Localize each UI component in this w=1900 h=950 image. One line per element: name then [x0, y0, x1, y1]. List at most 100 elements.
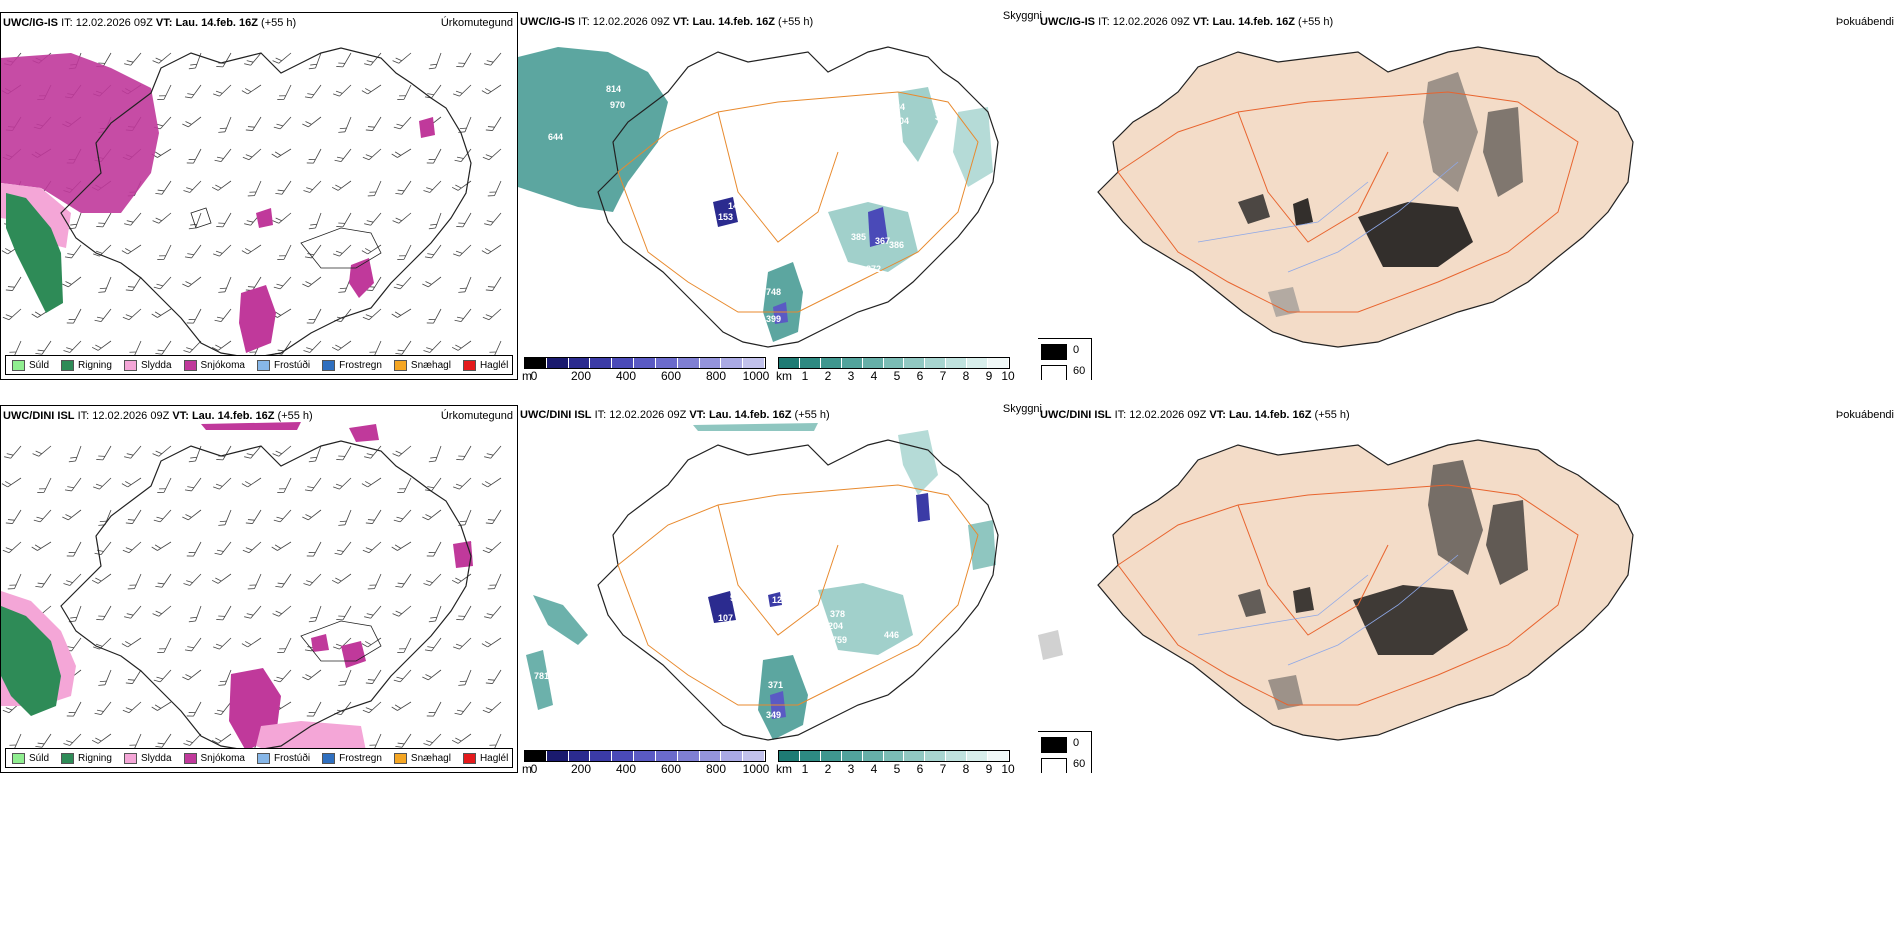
legend-swatch: [61, 359, 75, 371]
fog-map: [1097, 46, 1634, 348]
road-network: [617, 91, 979, 313]
height-label: 324: [890, 102, 905, 112]
cloud-base-colorbar: m 0 200 400 600 800 1000: [522, 357, 769, 383]
wind-barb: [335, 49, 352, 70]
wind-barb: [457, 274, 472, 296]
visibility-colorbar: km 1 2 3 4 5 6 7 8 9 10: [776, 357, 1015, 383]
visibility-colorbar: km 1 2 3 4 5 6 7 8 9 10: [776, 750, 1015, 776]
wind-barb: [424, 81, 442, 101]
wind-barb: [242, 537, 262, 556]
wind-barb: [428, 50, 442, 72]
field-name: Þokuábendi: [1835, 409, 1894, 421]
fog-index-panel-row1: UWC/IG-IS IT: 12.02.2026 09Z VT: Lau. 14…: [1038, 12, 1898, 380]
wind-barb: [481, 79, 502, 97]
wind-barb: [396, 474, 412, 496]
cb-box: [799, 751, 821, 761]
wind-barb: [127, 571, 142, 592]
legend-item: Slydda: [123, 752, 172, 764]
wind-barb: [214, 537, 232, 558]
wind-barb: [391, 303, 412, 320]
wind-barb: [211, 175, 232, 193]
legend-swatch: [12, 359, 25, 371]
wind-barb: [123, 208, 142, 228]
cb-box: [946, 751, 968, 761]
cb-box: [841, 751, 863, 761]
low-visibility-area: [898, 430, 938, 495]
height-label: 371: [768, 680, 783, 690]
fog-area: [1483, 107, 1523, 197]
height-label: 372: [866, 264, 881, 274]
wind-barb: [304, 81, 322, 101]
wind-barb: [421, 504, 442, 523]
wind-barb: [337, 507, 352, 529]
wind-barb: [332, 80, 352, 99]
precip-type-panel-row1: UWC/IG-IS IT: 12.02.2026 09Z VT: Lau. 14…: [0, 12, 518, 380]
legend-value: 0: [1073, 737, 1080, 749]
glacier-outline: [300, 620, 382, 662]
wind-barb: [121, 239, 142, 257]
wind-barb: [273, 665, 292, 685]
wind-barb: [1, 472, 22, 490]
panel-title: UWC/IG-IS IT: 12.02.2026 09Z VT: Lau. 14…: [3, 17, 297, 29]
wind-barb: [35, 730, 52, 751]
wind-barb: [306, 305, 322, 327]
wind-barb: [63, 569, 82, 589]
wind-barb: [241, 239, 262, 257]
wind-barb: [306, 698, 322, 720]
wind-barb: [303, 569, 322, 589]
sleet-area: [256, 721, 366, 756]
cb-box: [925, 751, 947, 761]
legend-swatch-light: [1041, 365, 1067, 380]
legend-item: Slydda: [123, 359, 172, 371]
low-visibility-area: [968, 520, 996, 570]
wind-barb: [217, 507, 232, 529]
wind-barb: [215, 209, 232, 230]
visibility-map: 99 107 121 378 204 759 446 781 371 349: [526, 423, 999, 741]
low-visibility-area: [526, 650, 553, 710]
field-name: Skyggni: [1002, 403, 1042, 415]
fog-area: [1268, 675, 1303, 710]
wind-barb: [33, 505, 52, 525]
wind-barb: [392, 208, 412, 226]
wind-barb: [457, 667, 472, 689]
wind-barb: [215, 49, 232, 70]
wind-barb: [487, 178, 502, 199]
legend-value: 60: [1073, 365, 1086, 377]
cb-tick: 1: [801, 369, 809, 383]
wind-barb: [94, 697, 112, 718]
wind-barb: [304, 474, 322, 494]
wind-barb: [428, 210, 442, 232]
low-visibility-area: [763, 262, 803, 342]
visibility-panel-row1: UWC/IG-IS IT: 12.02.2026 09Z VT: Lau. 14…: [518, 10, 1042, 383]
wind-barb: [184, 81, 202, 101]
cb-tick: 800: [705, 762, 727, 776]
wind-barb: [306, 145, 322, 167]
cb-box: [568, 751, 591, 761]
cb-box: [988, 358, 1009, 368]
cb-box: [779, 751, 800, 761]
wind-barb: [454, 304, 472, 325]
wind-barb: [392, 441, 412, 459]
low-cloud-area: [768, 592, 782, 607]
legend-swatch: [256, 359, 270, 371]
wind-barb: [123, 441, 142, 461]
wind-barb: [392, 48, 412, 66]
field-name: Úrkomutegund: [440, 410, 513, 422]
iceland-coastline: [60, 440, 472, 752]
snow-area: [419, 117, 435, 138]
wind-barb: [212, 80, 232, 99]
wind-barb: [5, 273, 22, 294]
cb-box: [904, 751, 926, 761]
wind-barb: [423, 176, 442, 196]
wind-barb: [332, 240, 352, 259]
legend-value: 60: [1073, 758, 1086, 770]
height-label: 446: [884, 630, 899, 640]
cb-tick: 800: [705, 369, 727, 383]
height-label: 107: [718, 613, 733, 623]
wind-barb: [272, 48, 292, 66]
wind-barb: [485, 273, 502, 294]
legend-swatch: [123, 752, 137, 764]
wind-barb: [337, 274, 352, 296]
wind-barb: [2, 304, 22, 323]
panel-title: UWC/IG-IS IT: 12.02.2026 09Z VT: Lau. 14…: [1040, 16, 1334, 28]
